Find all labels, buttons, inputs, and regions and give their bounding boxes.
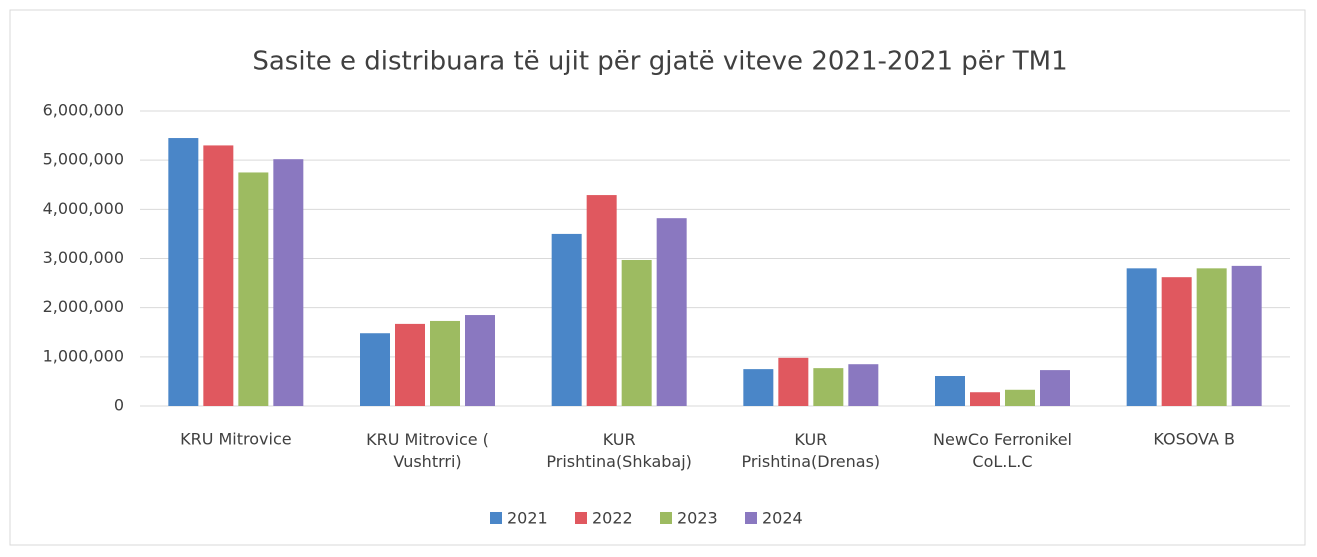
y-tick-label: 1,000,000 [43, 346, 124, 365]
bar [168, 138, 199, 406]
bar [743, 369, 774, 406]
bar [970, 392, 1000, 406]
y-tick-label: 4,000,000 [43, 199, 124, 218]
bar [621, 259, 652, 406]
legend-swatch [745, 512, 757, 524]
bar [656, 218, 687, 406]
bar [586, 195, 617, 406]
legend-label: 2021 [507, 509, 548, 528]
bar [848, 364, 879, 406]
bar [430, 320, 460, 406]
x-tick-label: NewCo Ferronikel CoL.L.C [933, 430, 1072, 471]
legend-label: 2023 [677, 509, 718, 528]
bar [1231, 265, 1262, 406]
bar [1005, 389, 1035, 406]
bar [935, 376, 965, 406]
bar [465, 315, 495, 406]
legend-label: 2024 [762, 509, 803, 528]
x-tick-label: KUR Prishtina(Drenas) [741, 430, 880, 471]
legend-swatch [490, 512, 502, 524]
x-tick-label: KUR Prishtina(Shkabaj) [546, 430, 692, 471]
y-tick-label: 2,000,000 [43, 297, 124, 316]
bar [1196, 268, 1227, 406]
legend-swatch [575, 512, 587, 524]
y-tick-label: 5,000,000 [43, 150, 124, 169]
bar [395, 323, 425, 406]
bar [1040, 370, 1070, 406]
bar [1126, 268, 1157, 406]
chart-title: Sasite e distribuara të ujit për gjatë v… [252, 47, 1067, 77]
bar [273, 159, 304, 406]
bar [778, 357, 809, 406]
bar [238, 172, 269, 406]
bar [360, 333, 390, 406]
bar [813, 368, 844, 406]
y-tick-label: 0 [114, 396, 124, 415]
x-tick-label: KRU Mitrovice (Vushtrri) [366, 430, 489, 471]
x-tick-label: KOSOVA B [1153, 430, 1235, 449]
bar [1161, 277, 1192, 406]
x-tick-label: KRU Mitrovice [180, 430, 292, 449]
bar [551, 233, 582, 406]
bar [203, 145, 234, 406]
legend-label: 2022 [592, 509, 633, 528]
y-tick-label: 6,000,000 [43, 101, 124, 120]
legend-swatch [660, 512, 672, 524]
y-tick-label: 3,000,000 [43, 248, 124, 267]
